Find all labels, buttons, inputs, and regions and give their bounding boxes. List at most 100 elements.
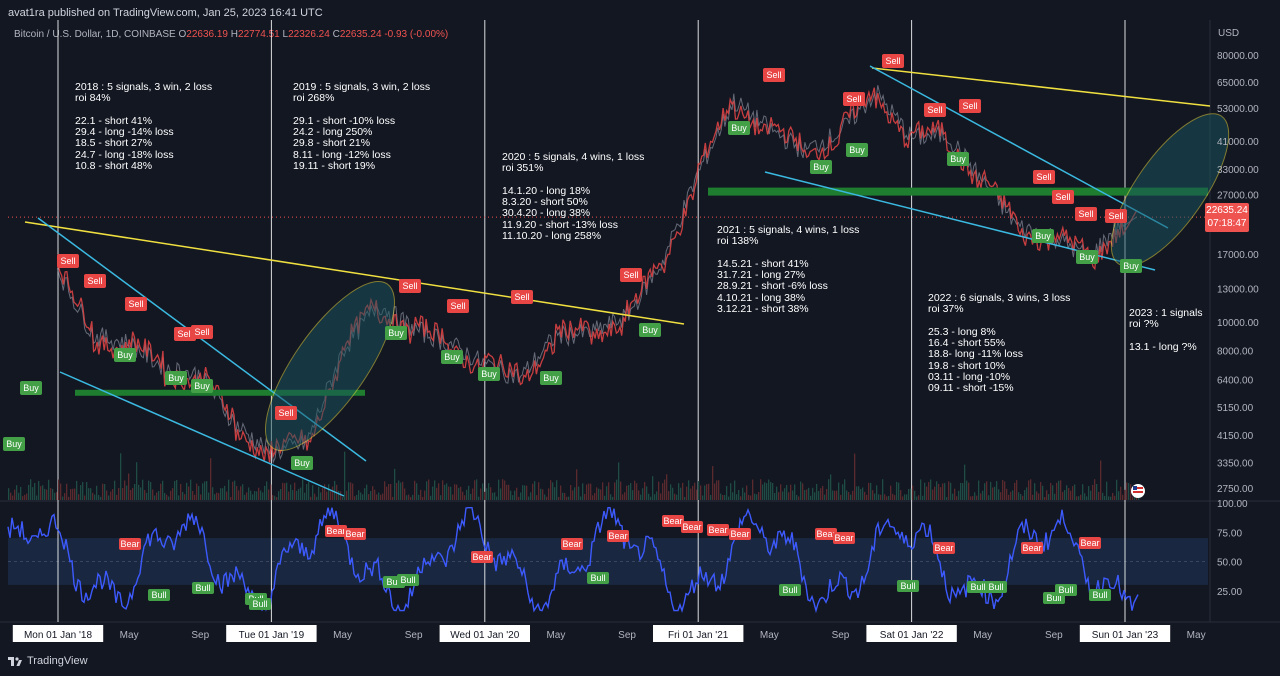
bear-tag-label: Bear [326,526,345,536]
volume-bar [270,484,272,500]
annotation-2020: 2020 : 5 signals, 4 wins, 1 loss roi 351… [502,151,645,243]
volume-bar [58,479,60,500]
volume-bar [174,481,176,500]
volume-bar [458,487,460,500]
volume-bar [532,483,534,500]
volume-bar [1132,496,1134,500]
volume-bar [36,495,38,500]
sell-tag-box [57,254,79,268]
volume-bar [1004,481,1006,500]
volume-bar [1042,485,1044,500]
volume-bar [900,490,902,500]
bear-tag-box [607,530,629,542]
bull-tag-label: Bull [900,581,915,591]
volume-bar [1046,490,1048,500]
volume-bar [604,495,606,500]
volume-bar [1020,494,1022,500]
sell-tag-label: Sell [128,299,143,309]
price-axis-tick: 5150.00 [1217,403,1254,414]
time-axis-month-label: Sep [405,630,423,641]
volume-bar [888,495,890,500]
volume-bar [74,488,76,500]
volume-bar [812,487,814,500]
sell-tag-label: Sell [194,327,209,337]
volume-bar [334,480,336,500]
time-axis-year-label: Fri 01 Jan '21 [653,625,744,642]
time-axis-month-label: May [1187,630,1206,641]
volume-bar [394,468,396,500]
volume-bar [598,488,600,500]
volume-bar [1080,494,1082,500]
volume-bar [874,493,876,500]
volume-bar [328,484,330,500]
volume-bar [658,481,660,500]
volume-bar [928,482,930,500]
volume-bar [108,495,110,500]
volume-bar [638,490,640,500]
tradingview-footer[interactable]: TradingView [8,655,88,667]
volume-bar [858,486,860,500]
volume-bar [1112,493,1114,500]
sell-tag-box [924,103,946,117]
volume-bar [548,488,550,500]
volume-bar [140,487,142,500]
volume-bar [1094,479,1096,500]
bull-tag-label: Bull [1046,593,1061,603]
bear-tag-box [325,525,347,537]
volume-bar [796,494,798,500]
volume-bar [1000,492,1002,500]
volume-bar [750,495,752,500]
volume-bar [180,483,182,500]
volume-bar [890,485,892,500]
volume-bar [370,491,372,500]
volume-bar [202,483,204,500]
volume-bar [640,494,642,500]
sell-tag-box [882,54,904,68]
volume-bar [1010,491,1012,500]
volume-bar [1098,491,1100,500]
annotation-2022: 2022 : 6 signals, 3 wins, 3 loss roi 37%… [928,292,1071,395]
volume-bar [690,488,692,500]
buy-signal-tag: Buy [3,437,25,451]
volume-bar [196,483,198,500]
volume-bar [872,490,874,500]
volume-bar [306,483,308,500]
volume-bar [490,487,492,500]
volume-bar [380,494,382,500]
buy-tag-box [947,152,969,166]
volume-bar [1038,493,1040,500]
volume-bar [572,490,574,500]
volume-bar [648,493,650,500]
price-axis-tick: 10000.00 [1217,318,1259,329]
time-axis-box-text: Wed 01 Jan '20 [450,630,519,641]
buy-signal-tag: Buy [291,456,313,470]
volume-bar [32,487,34,500]
bear-signal-tag: Bear [1079,537,1101,549]
volume-bar [1100,460,1102,500]
volume-bar [950,482,952,500]
volume-bar [1130,484,1132,500]
bear-tag-label: Bear [708,525,727,535]
volume-bar [1024,490,1026,500]
volume-bar [1040,482,1042,500]
buy-signal-tag: Buy [1032,229,1054,243]
volume-bar [952,493,954,500]
volume-bar [220,488,222,500]
volume-bar [626,485,628,500]
bear-tag-label: Bear [120,539,139,549]
volume-bar [454,484,456,500]
volume-bar [910,488,912,500]
annotation-2021: 2021 : 5 signals, 4 wins, 1 loss roi 138… [717,224,860,316]
sell-signal-tag: Sell [447,299,469,313]
volume-bar [478,496,480,500]
sell-tag-box [843,92,865,106]
volume-bar [190,479,192,500]
volume-bar [988,495,990,500]
volume-bar [564,493,566,500]
bull-signal-tag: Bull [1055,584,1077,596]
buy-tag-box [1120,259,1142,273]
volume-bar [612,496,614,500]
volume-bar [12,495,14,500]
flag-stripe [1133,491,1143,493]
